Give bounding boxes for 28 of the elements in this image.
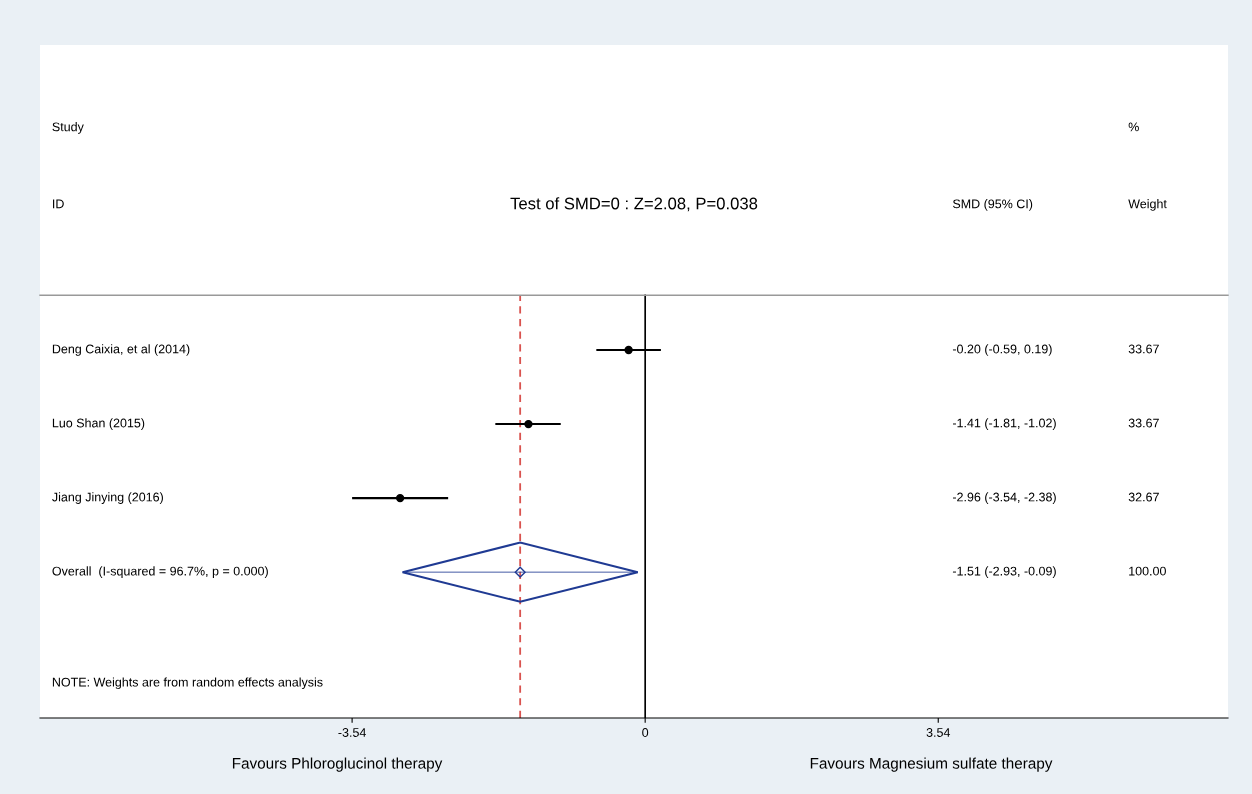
x-tick-label: -3.54: [338, 728, 366, 737]
text: Favours Magnesium sulfate therapy: [810, 757, 1053, 772]
text: Favours Phloroglucinol therapy: [232, 757, 443, 772]
text: NOTE: Weights are from random effects analysis: [52, 677, 323, 690]
y-tick-label: Deng Caixia, et al (2014): [52, 344, 190, 356]
point: [395, 493, 405, 503]
text: ID: [53, 199, 64, 209]
text: SMD (95% CI): [952, 199, 1033, 211]
y-tick-label: Jiang Jinying (2016): [52, 492, 163, 504]
point: [624, 345, 633, 355]
text: Study: [52, 122, 84, 134]
text: -0.20 (-0.59, 0.19): [952, 344, 1052, 356]
text: -1.51 (-2.93, -0.09): [952, 566, 1056, 578]
text: %: [1128, 122, 1139, 132]
text: -2.96 (-3.54, -2.38): [952, 492, 1056, 504]
point: [514, 566, 526, 578]
annotation: 32.67: [1128, 492, 1159, 502]
annotation: 33.67: [1128, 344, 1159, 354]
annotation: 100.00: [1129, 566, 1166, 576]
text: -1.41 (-1.81, -1.02): [952, 418, 1056, 430]
x-tick-label: 0: [642, 728, 649, 737]
chart-title: Test of SMD=0 : Z=2.08, P=0.038: [510, 197, 758, 212]
text: Weight: [1128, 199, 1167, 211]
y-tick-label: Luo Shan (2015): [52, 418, 145, 430]
annotation: 33.67: [1128, 418, 1159, 428]
point: [524, 419, 533, 429]
x-tick-label: 3.54: [926, 728, 951, 737]
y-tick-label: Overall (I-squared = 96.7%, p = 0.000): [52, 566, 268, 578]
